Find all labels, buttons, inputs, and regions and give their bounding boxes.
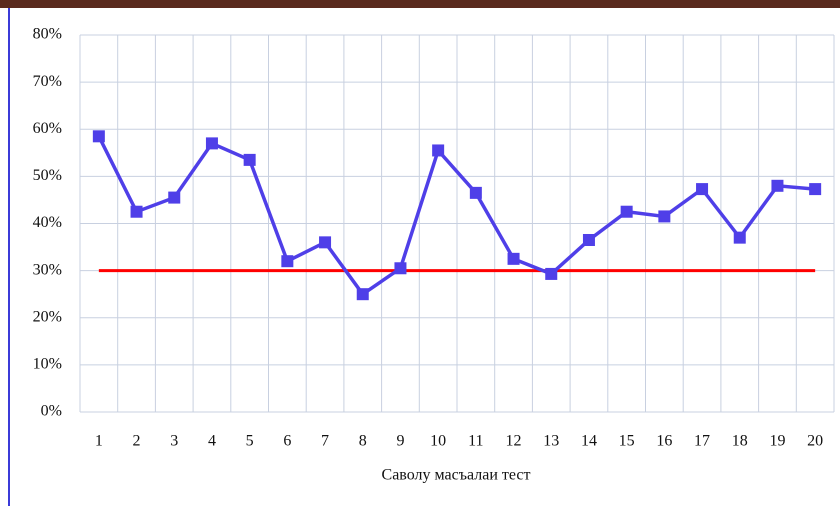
x-tick-label: 17 [694, 433, 710, 450]
x-tick-label: 11 [468, 433, 483, 450]
x-tick-label: 4 [208, 433, 216, 450]
marker [130, 205, 143, 218]
x-tick-label: 8 [359, 433, 367, 450]
x-tick-label: 10 [430, 433, 446, 450]
marker [620, 205, 633, 218]
marker [319, 236, 332, 249]
marker [733, 231, 746, 244]
marker [432, 144, 445, 157]
marker [243, 153, 256, 166]
series-line [97, 135, 816, 297]
marker [507, 252, 520, 265]
y-tick-label: 0% [41, 403, 62, 420]
x-tick-label: 12 [506, 433, 522, 450]
y-tick-label: 20% [33, 308, 62, 325]
x-tick-label: 1 [95, 433, 103, 450]
x-tick-label: 9 [396, 433, 404, 450]
x-tick-label: 14 [581, 433, 597, 450]
marker [582, 233, 595, 246]
marker [281, 255, 294, 268]
marker [469, 186, 482, 199]
top-bar [0, 0, 840, 8]
x-tick-label: 3 [170, 433, 178, 450]
marker [809, 183, 822, 196]
y-tick-label: 50% [33, 167, 62, 184]
y-tick-label: 30% [33, 261, 62, 278]
marker [205, 137, 218, 150]
x-tick-label: 7 [321, 433, 329, 450]
x-tick-label: 16 [656, 433, 672, 450]
x-tick-label: 13 [543, 433, 559, 450]
y-tick-label: 70% [33, 73, 62, 90]
x-tick-label: 19 [769, 433, 785, 450]
x-tick-label: 20 [807, 433, 823, 450]
x-tick-label: 18 [732, 433, 748, 450]
y-tick-label: 80% [33, 26, 62, 43]
marker [658, 210, 671, 223]
x-tick-label: 15 [619, 433, 635, 450]
y-tick-label: 40% [33, 214, 62, 231]
x-axis-label: Саволу масъалаи тест [382, 467, 531, 484]
y-tick-label: 10% [33, 356, 62, 373]
marker [696, 183, 709, 196]
x-tick-label: 6 [283, 433, 291, 450]
y-tick-label: 60% [33, 120, 62, 137]
marker [545, 267, 558, 280]
marker [771, 179, 784, 192]
marker [394, 262, 407, 275]
marker [356, 288, 369, 301]
x-tick-label: 2 [133, 433, 141, 450]
x-tick-label: 5 [246, 433, 254, 450]
marker [92, 130, 105, 143]
marker [168, 191, 181, 204]
